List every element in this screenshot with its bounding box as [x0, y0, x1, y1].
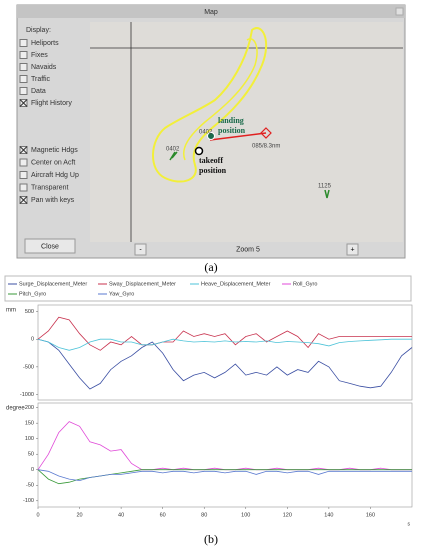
x-tick-label: 0 [36, 512, 39, 518]
checkbox-label: Flight History [31, 100, 72, 107]
x-tick-label: 120 [283, 512, 292, 518]
y-tick-label: -100 [23, 498, 34, 504]
display-label: Display: [26, 27, 51, 34]
x-tick-label: 140 [324, 512, 333, 518]
checkbox-label: Aircraft Hdg Up [31, 172, 79, 179]
series-line [37, 316, 412, 351]
legend-label: Sway_Displacement_Meter [109, 281, 176, 287]
zoom-in-label: + [350, 246, 354, 253]
landing-marker [207, 132, 215, 140]
checkbox-label: Pan with keys [31, 197, 75, 204]
checkbox[interactable] [19, 75, 28, 83]
checkbox[interactable] [19, 63, 28, 71]
plot-frame [37, 304, 413, 401]
series-line [37, 469, 412, 482]
close-button[interactable] [24, 238, 76, 254]
series-line [37, 421, 412, 471]
caption: (b) [204, 532, 218, 546]
close-button-label: Close [41, 243, 59, 250]
y-axis-label: mm [6, 308, 16, 314]
takeoff-label: position [199, 166, 227, 175]
checkbox[interactable] [19, 87, 28, 95]
y-tick-label: 200 [25, 405, 34, 411]
checkbox-label: Magnetic Hdgs [31, 147, 78, 154]
checkbox-label: Fixes [31, 52, 48, 59]
checkbox-check [19, 99, 28, 107]
landing-label: landing [218, 116, 244, 125]
legend [4, 275, 412, 302]
landing-label: position [218, 126, 246, 135]
x-tick-label: 60 [160, 512, 166, 518]
window-title: Map [204, 9, 218, 16]
title-bar [17, 5, 405, 18]
legend-label: Pitch_Gyro [19, 291, 46, 297]
takeoff-label: takeoff [199, 156, 223, 165]
x-tick-label: 80 [201, 512, 207, 518]
caption: (a) [204, 260, 217, 274]
waypoint [260, 127, 272, 139]
marker-label: 0402 [166, 147, 180, 153]
checkbox-label: Center on Acft [31, 159, 75, 166]
y-tick-label: 50 [28, 452, 34, 458]
close-icon[interactable] [395, 7, 404, 16]
series-line [37, 338, 413, 390]
y-tick-label: 500 [25, 309, 34, 315]
y-tick-label: -500 [23, 364, 34, 370]
checkbox-check [19, 146, 28, 154]
checkbox[interactable] [19, 39, 28, 47]
y-tick-label: -1000 [20, 392, 34, 398]
y-axis-label: degree [6, 406, 25, 412]
checkbox[interactable] [19, 171, 28, 179]
takeoff-marker [194, 146, 204, 156]
checkbox-label: Heliports [31, 40, 59, 47]
aircraft-icon [169, 151, 178, 161]
zoom-in-button[interactable] [346, 243, 359, 256]
series-line [37, 338, 412, 351]
x-tick-label: 160 [366, 512, 375, 518]
bearing-line [209, 132, 267, 141]
plot-frame [37, 402, 413, 508]
marker-label: 1125 [318, 184, 332, 190]
traffic-icon [324, 189, 330, 199]
map-area[interactable] [90, 22, 403, 242]
x-tick-label: 40 [118, 512, 124, 518]
y-tick-label: 0 [31, 467, 34, 473]
zoom-out-label: - [139, 246, 142, 253]
checkbox[interactable] [19, 183, 28, 192]
zoom-label: Zoom 5 [236, 246, 260, 253]
checkbox-list: Heliports Fixes Navaids Traffic Data Flight H… [19, 39, 79, 204]
checkbox-label: Transparent [31, 184, 69, 191]
x-tick-label: 100 [241, 512, 250, 518]
checkbox-label: Traffic [31, 76, 51, 83]
zoom-out-button[interactable] [134, 243, 147, 256]
legend-label: Heave_Displacement_Meter [201, 281, 271, 287]
flight-track-inner [183, 38, 258, 161]
checkbox-check [19, 196, 28, 204]
y-tick-label: 150 [25, 421, 34, 427]
checkbox-label: Data [31, 88, 46, 95]
x-axis-label: s [408, 521, 411, 527]
checkbox[interactable] [19, 158, 28, 167]
y-tick-label: 0 [31, 337, 34, 343]
checkbox[interactable] [19, 51, 28, 59]
legend-label: Roll_Gyro [293, 281, 317, 287]
legend-label: Surge_Displacement_Meter [19, 281, 87, 287]
marker-label: 0402 [199, 130, 213, 136]
marker-label: 085/8.3nm [252, 144, 280, 150]
flight-track [152, 27, 268, 183]
legend-label: Yaw_Gyro [109, 291, 134, 297]
x-tick-label: 20 [76, 512, 82, 518]
y-tick-label: 100 [25, 436, 34, 442]
checkbox-label: Navaids [31, 64, 57, 71]
y-tick-label: -50 [26, 483, 34, 489]
